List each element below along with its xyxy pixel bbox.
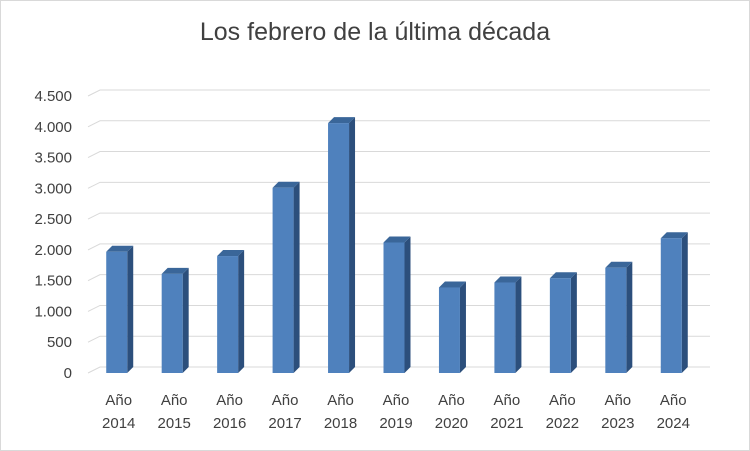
x-tick-label-line2: 2014 [102, 415, 135, 432]
bar-side [127, 245, 134, 373]
bar-front [328, 123, 350, 373]
y-tick-label: 2.000 [34, 242, 72, 259]
bar-side [626, 261, 633, 373]
bar-side [238, 250, 245, 373]
gridline [87, 274, 710, 282]
x-tick-label-line2: 2019 [379, 415, 412, 432]
bar [328, 117, 356, 373]
x-tick-label-line2: 2021 [490, 415, 523, 432]
y-tick-label: 1.500 [34, 273, 72, 290]
chart-title: Los febrero de la última década [199, 18, 551, 46]
bar-top [106, 245, 134, 252]
x-tick-label-line1: Año [327, 392, 354, 409]
x-tick-label-line2: 2020 [435, 415, 468, 432]
y-axis-ticks: 0 500 1.000 1.500 2.000 2.500 3.000 3.500 4.000 4… [34, 88, 72, 382]
x-tick-label-line2: 2018 [324, 415, 357, 432]
bar-top [605, 261, 633, 268]
bar-top [549, 272, 577, 279]
x-tick-label-line1: Año [272, 392, 299, 409]
bar-side [459, 281, 466, 373]
bar-side [182, 267, 189, 373]
bar [660, 232, 688, 373]
bar-top [217, 250, 245, 257]
x-tick-label-line1: Año [438, 392, 465, 409]
bar-top [383, 236, 411, 243]
y-tick-label: 4.000 [34, 119, 72, 136]
bar [549, 272, 577, 373]
y-tick-label: 0 [64, 365, 72, 382]
bar-front [549, 278, 571, 373]
bar-side [681, 232, 688, 373]
gridline [87, 243, 710, 251]
bar-side [404, 236, 411, 373]
gridline [87, 181, 710, 189]
bar-front [660, 238, 682, 373]
x-tick-label-line1: Año [216, 392, 243, 409]
y-tick-label: 2.500 [34, 211, 72, 228]
x-tick-label-line1: Año [161, 392, 188, 409]
bar [383, 236, 411, 373]
bar [217, 250, 245, 373]
y-tick-label: 3.000 [34, 180, 72, 197]
x-tick-label-line1: Año [383, 392, 410, 409]
x-tick-label-line1: Año [660, 392, 687, 409]
bar [438, 281, 466, 373]
bar-front [272, 187, 294, 373]
bar [106, 245, 134, 373]
bar [605, 261, 633, 373]
bar [272, 181, 300, 373]
x-tick-label-line1: Año [494, 392, 521, 409]
x-tick-label-line2: 2023 [601, 415, 634, 432]
y-tick-label: 3.500 [34, 150, 72, 167]
x-tick-label-line1: Año [604, 392, 631, 409]
bar-side [515, 276, 522, 373]
bar-front [217, 256, 239, 373]
bar-front [161, 273, 183, 373]
bar-side [293, 181, 300, 373]
bar-side [570, 272, 577, 373]
bars [106, 117, 688, 373]
bar-top [272, 181, 300, 188]
y-tick-label: 1.000 [34, 303, 72, 320]
bar-front [494, 282, 516, 373]
bar-top [161, 267, 189, 274]
x-tick-label-line2: 2017 [268, 415, 301, 432]
x-axis-labels: Año 2014 Año 2015 Año 2016 Año 2017 Año 2018 Año 20… [102, 392, 690, 432]
y-tick-label: 4.500 [34, 88, 72, 105]
bar-front [438, 287, 460, 373]
x-tick-label-line1: Año [549, 392, 576, 409]
bar-front [383, 242, 405, 373]
bar-front [605, 267, 627, 373]
bar [161, 267, 189, 373]
gridline [87, 151, 710, 159]
x-tick-label-line1: Año [105, 392, 132, 409]
bar-front [106, 251, 128, 373]
y-tick-label: 500 [47, 334, 72, 351]
bar-side [349, 117, 356, 373]
bar [494, 276, 522, 373]
gridline [87, 89, 710, 97]
x-tick-label-line2: 2022 [546, 415, 579, 432]
x-tick-label-line2: 2024 [657, 415, 690, 432]
gridline [87, 212, 710, 220]
bar-top [328, 117, 356, 124]
gridline [87, 120, 710, 128]
bar-top [494, 276, 522, 283]
bar-top [660, 232, 688, 239]
x-tick-label-line2: 2015 [157, 415, 190, 432]
bar-top [438, 281, 466, 288]
x-tick-label-line2: 2016 [213, 415, 246, 432]
